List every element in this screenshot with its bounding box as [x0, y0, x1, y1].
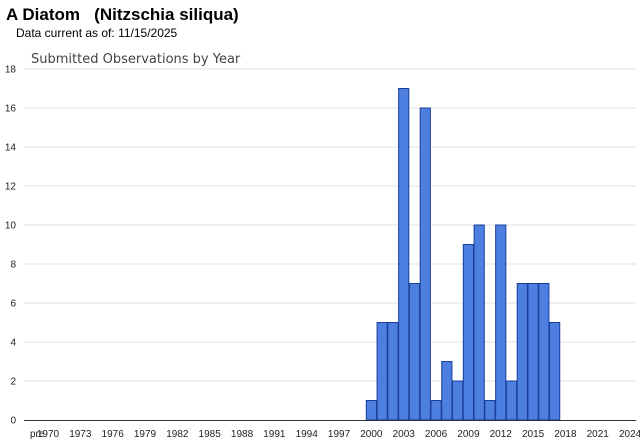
- x-tick-label: 1979: [134, 429, 157, 440]
- scientific-name: (Nitzschia siliqua): [94, 5, 239, 24]
- x-tick-label: 1973: [69, 429, 92, 440]
- x-tick-label: 2018: [554, 429, 577, 440]
- bar-2004: [408, 283, 421, 421]
- x-tick-label: 2015: [522, 429, 545, 440]
- bar-2016: [538, 283, 550, 421]
- x-tick-label: 1982: [166, 429, 189, 440]
- x-tick-label: 1997: [328, 429, 351, 440]
- bar-2017: [549, 322, 561, 421]
- data-current-note: Data current as of: 11/15/2025: [16, 26, 239, 40]
- x-tick-label: 1976: [102, 429, 125, 440]
- x-tick-label: 1988: [231, 429, 254, 440]
- bar-2010: [473, 224, 485, 421]
- y-tick-label: 0: [10, 416, 16, 427]
- y-tick-label: 8: [10, 260, 16, 271]
- bar-2014: [516, 283, 528, 421]
- bar-2012: [495, 224, 507, 421]
- x-tick-label: 1970: [37, 429, 60, 440]
- x-tick-label: pre: [30, 429, 45, 440]
- y-tick-label: 16: [5, 104, 17, 115]
- data-current-date: 11/15/2025: [118, 26, 178, 40]
- y-tick-label: 10: [5, 221, 17, 232]
- bar-2001: [376, 322, 388, 421]
- bar-2009: [462, 244, 474, 421]
- y-tick-label: 12: [5, 182, 17, 193]
- x-tick-label: 2000: [360, 429, 383, 440]
- species-title: A Diatom (Nitzschia siliqua): [6, 4, 239, 26]
- chart-title: Submitted Observations by Year: [31, 52, 241, 67]
- bars: [365, 88, 561, 421]
- x-tick-label: 2006: [425, 429, 448, 440]
- x-tick-label: 1985: [199, 429, 222, 440]
- y-tick-label: 18: [5, 65, 17, 76]
- bar-2006: [430, 400, 442, 421]
- x-tick-label: 2021: [587, 429, 610, 440]
- y-tick-label: 2: [10, 377, 16, 388]
- bar-2015: [527, 283, 539, 421]
- bar-2011: [484, 400, 496, 421]
- bar-2003: [398, 88, 410, 421]
- x-tick-label: 1994: [296, 429, 319, 440]
- x-tick-label: 1991: [263, 429, 286, 440]
- bar-2013: [505, 380, 518, 421]
- bar-2008: [452, 380, 464, 421]
- page-header: A Diatom (Nitzschia siliqua) Data curren…: [6, 4, 239, 40]
- x-tick-label: 2012: [490, 429, 513, 440]
- bar-2005: [419, 107, 431, 421]
- y-axis-ticks: 0 2 4 6 8 10 12 14 16 18: [5, 65, 17, 427]
- y-tick-label: 14: [5, 143, 17, 154]
- x-tick-label: 2003: [393, 429, 416, 440]
- bar-2000: [365, 400, 377, 421]
- y-tick-label: 6: [10, 299, 16, 310]
- y-tick-label: 4: [10, 338, 16, 349]
- data-current-label: Data current as of:: [16, 26, 115, 40]
- bar-2002: [387, 322, 399, 421]
- x-tick-label: 2024: [619, 429, 640, 440]
- bar-2007: [441, 361, 453, 421]
- x-tick-label: 2009: [457, 429, 480, 440]
- common-name: A Diatom: [6, 5, 80, 24]
